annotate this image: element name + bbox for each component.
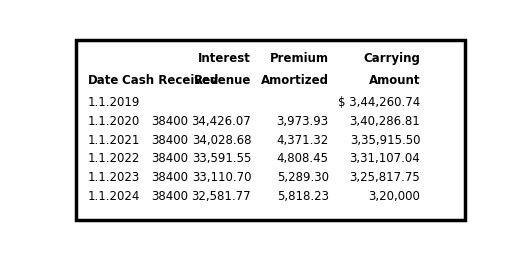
Text: 4,808.45: 4,808.45 <box>277 152 329 165</box>
Text: 1.1.2024: 1.1.2024 <box>88 189 140 203</box>
Text: 3,35,915.50: 3,35,915.50 <box>350 134 420 146</box>
Text: 1.1.2021: 1.1.2021 <box>88 134 140 146</box>
Text: 3,40,286.81: 3,40,286.81 <box>350 115 420 128</box>
Text: 38400: 38400 <box>151 152 188 165</box>
Bar <box>76 40 465 220</box>
Text: 3,973.93: 3,973.93 <box>277 115 329 128</box>
Text: 5,818.23: 5,818.23 <box>277 189 329 203</box>
Text: Carrying: Carrying <box>363 52 420 65</box>
Text: Premium: Premium <box>270 52 329 65</box>
Text: 38400: 38400 <box>151 134 188 146</box>
Text: 38400: 38400 <box>151 171 188 184</box>
Text: 38400: 38400 <box>151 115 188 128</box>
Text: 4,371.32: 4,371.32 <box>277 134 329 146</box>
Text: Amount: Amount <box>369 74 420 87</box>
Text: 32,581.77: 32,581.77 <box>191 189 251 203</box>
Text: $ 3,44,260.74: $ 3,44,260.74 <box>338 96 420 109</box>
Text: Revenue: Revenue <box>194 74 251 87</box>
Text: 1.1.2019: 1.1.2019 <box>88 96 140 109</box>
Text: 33,110.70: 33,110.70 <box>192 171 251 184</box>
Text: 34,426.07: 34,426.07 <box>191 115 251 128</box>
Text: Interest: Interest <box>198 52 251 65</box>
Text: 3,31,107.04: 3,31,107.04 <box>350 152 420 165</box>
Text: 3,25,817.75: 3,25,817.75 <box>350 171 420 184</box>
Text: Amortized: Amortized <box>261 74 329 87</box>
Text: 34,028.68: 34,028.68 <box>192 134 251 146</box>
Text: 38400: 38400 <box>151 189 188 203</box>
Text: 1.1.2022: 1.1.2022 <box>88 152 140 165</box>
Text: 1.1.2023: 1.1.2023 <box>88 171 140 184</box>
Text: Date: Date <box>88 74 119 87</box>
Text: 3,20,000: 3,20,000 <box>369 189 420 203</box>
Text: 1.1.2020: 1.1.2020 <box>88 115 140 128</box>
Text: 5,289.30: 5,289.30 <box>277 171 329 184</box>
Text: Cash Received: Cash Received <box>122 74 218 87</box>
Text: 33,591.55: 33,591.55 <box>192 152 251 165</box>
